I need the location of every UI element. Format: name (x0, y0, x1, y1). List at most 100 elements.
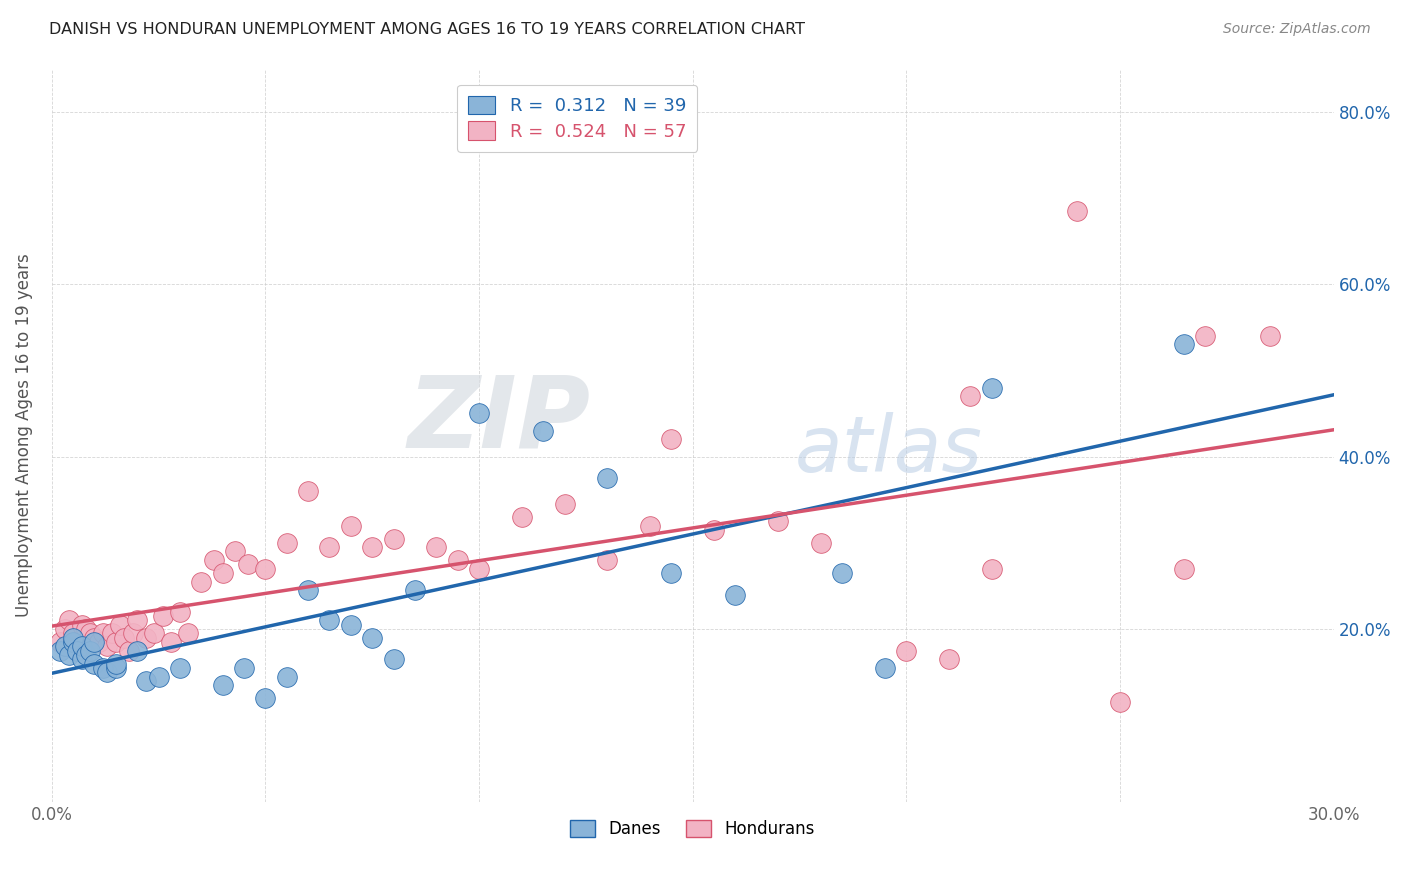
Point (104, 661, 127, 675)
Point (79, 643, 101, 657)
Point (100, 626, 122, 640)
Point (58, 614, 80, 628)
Point (659, 433, 682, 447)
Point (361, 631, 384, 645)
Point (49, 643, 72, 657)
Point (468, 562, 491, 576)
Point (70, 617, 93, 632)
Point (1173, 562, 1195, 576)
Point (1173, 337, 1195, 351)
Point (143, 626, 166, 640)
Point (553, 497, 575, 511)
Point (318, 614, 340, 628)
Point (447, 553, 470, 567)
Point (724, 588, 747, 602)
Point (127, 643, 149, 657)
Point (62, 626, 84, 640)
Point (75, 622, 97, 636)
Point (211, 566, 233, 580)
Text: atlas: atlas (796, 412, 983, 488)
Point (70, 652, 93, 666)
Point (531, 424, 554, 438)
Point (831, 566, 853, 580)
Point (66, 635, 89, 649)
Point (190, 574, 212, 589)
Point (959, 389, 981, 403)
Point (382, 652, 405, 666)
Point (596, 471, 619, 485)
Point (596, 553, 619, 567)
Point (87, 635, 110, 649)
Point (91, 661, 114, 675)
Point (83, 635, 105, 649)
Point (169, 661, 191, 675)
Point (425, 540, 447, 554)
Point (297, 484, 319, 499)
Point (83, 631, 105, 645)
Text: DANISH VS HONDURAN UNEMPLOYMENT AMONG AGES 16 TO 19 YEARS CORRELATION CHART: DANISH VS HONDURAN UNEMPLOYMENT AMONG AG… (49, 22, 806, 37)
Point (276, 536, 298, 550)
Point (638, 518, 661, 533)
Point (96, 640, 118, 654)
Point (152, 609, 174, 624)
Point (1109, 695, 1132, 709)
Y-axis label: Unemployment Among Ages 16 to 19 years: Unemployment Among Ages 16 to 19 years (15, 253, 32, 617)
Point (468, 407, 491, 421)
Point (53, 622, 76, 636)
Point (238, 558, 260, 572)
Point (135, 673, 157, 688)
Point (980, 381, 1002, 395)
Point (104, 657, 127, 671)
Point (148, 669, 170, 683)
Point (122, 626, 145, 640)
Point (62, 635, 84, 649)
Point (340, 617, 363, 632)
Point (83, 657, 105, 671)
Point (108, 617, 131, 632)
Point (75, 648, 97, 662)
Point (938, 652, 960, 666)
Point (382, 532, 405, 546)
Point (340, 518, 363, 533)
Point (135, 631, 157, 645)
Point (659, 566, 682, 580)
Point (766, 514, 789, 528)
Point (177, 626, 200, 640)
Point (160, 635, 183, 649)
Point (96, 665, 118, 680)
Point (62, 631, 84, 645)
Point (703, 523, 725, 537)
Point (127, 614, 149, 628)
Point (112, 631, 135, 645)
Point (510, 510, 533, 524)
Point (980, 562, 1002, 576)
Point (297, 583, 319, 598)
Point (404, 583, 426, 598)
Point (254, 562, 277, 576)
Point (1258, 329, 1281, 343)
Point (896, 643, 918, 657)
Point (873, 661, 896, 675)
Point (49, 635, 72, 649)
Point (58, 648, 80, 662)
Point (53, 640, 76, 654)
Point (118, 643, 141, 657)
Point (70, 640, 93, 654)
Point (211, 678, 233, 692)
Point (254, 691, 277, 706)
Text: Source: ZipAtlas.com: Source: ZipAtlas.com (1223, 22, 1371, 37)
Point (233, 661, 256, 675)
Point (276, 669, 298, 683)
Point (1194, 329, 1216, 343)
Point (224, 544, 246, 558)
Point (202, 553, 225, 567)
Point (810, 536, 832, 550)
Point (169, 605, 191, 619)
Legend: Danes, Hondurans: Danes, Hondurans (564, 813, 821, 845)
Text: ZIP: ZIP (408, 372, 591, 469)
Point (66, 643, 89, 657)
Point (91, 626, 114, 640)
Point (318, 540, 340, 554)
Point (104, 635, 127, 649)
Point (1066, 203, 1088, 218)
